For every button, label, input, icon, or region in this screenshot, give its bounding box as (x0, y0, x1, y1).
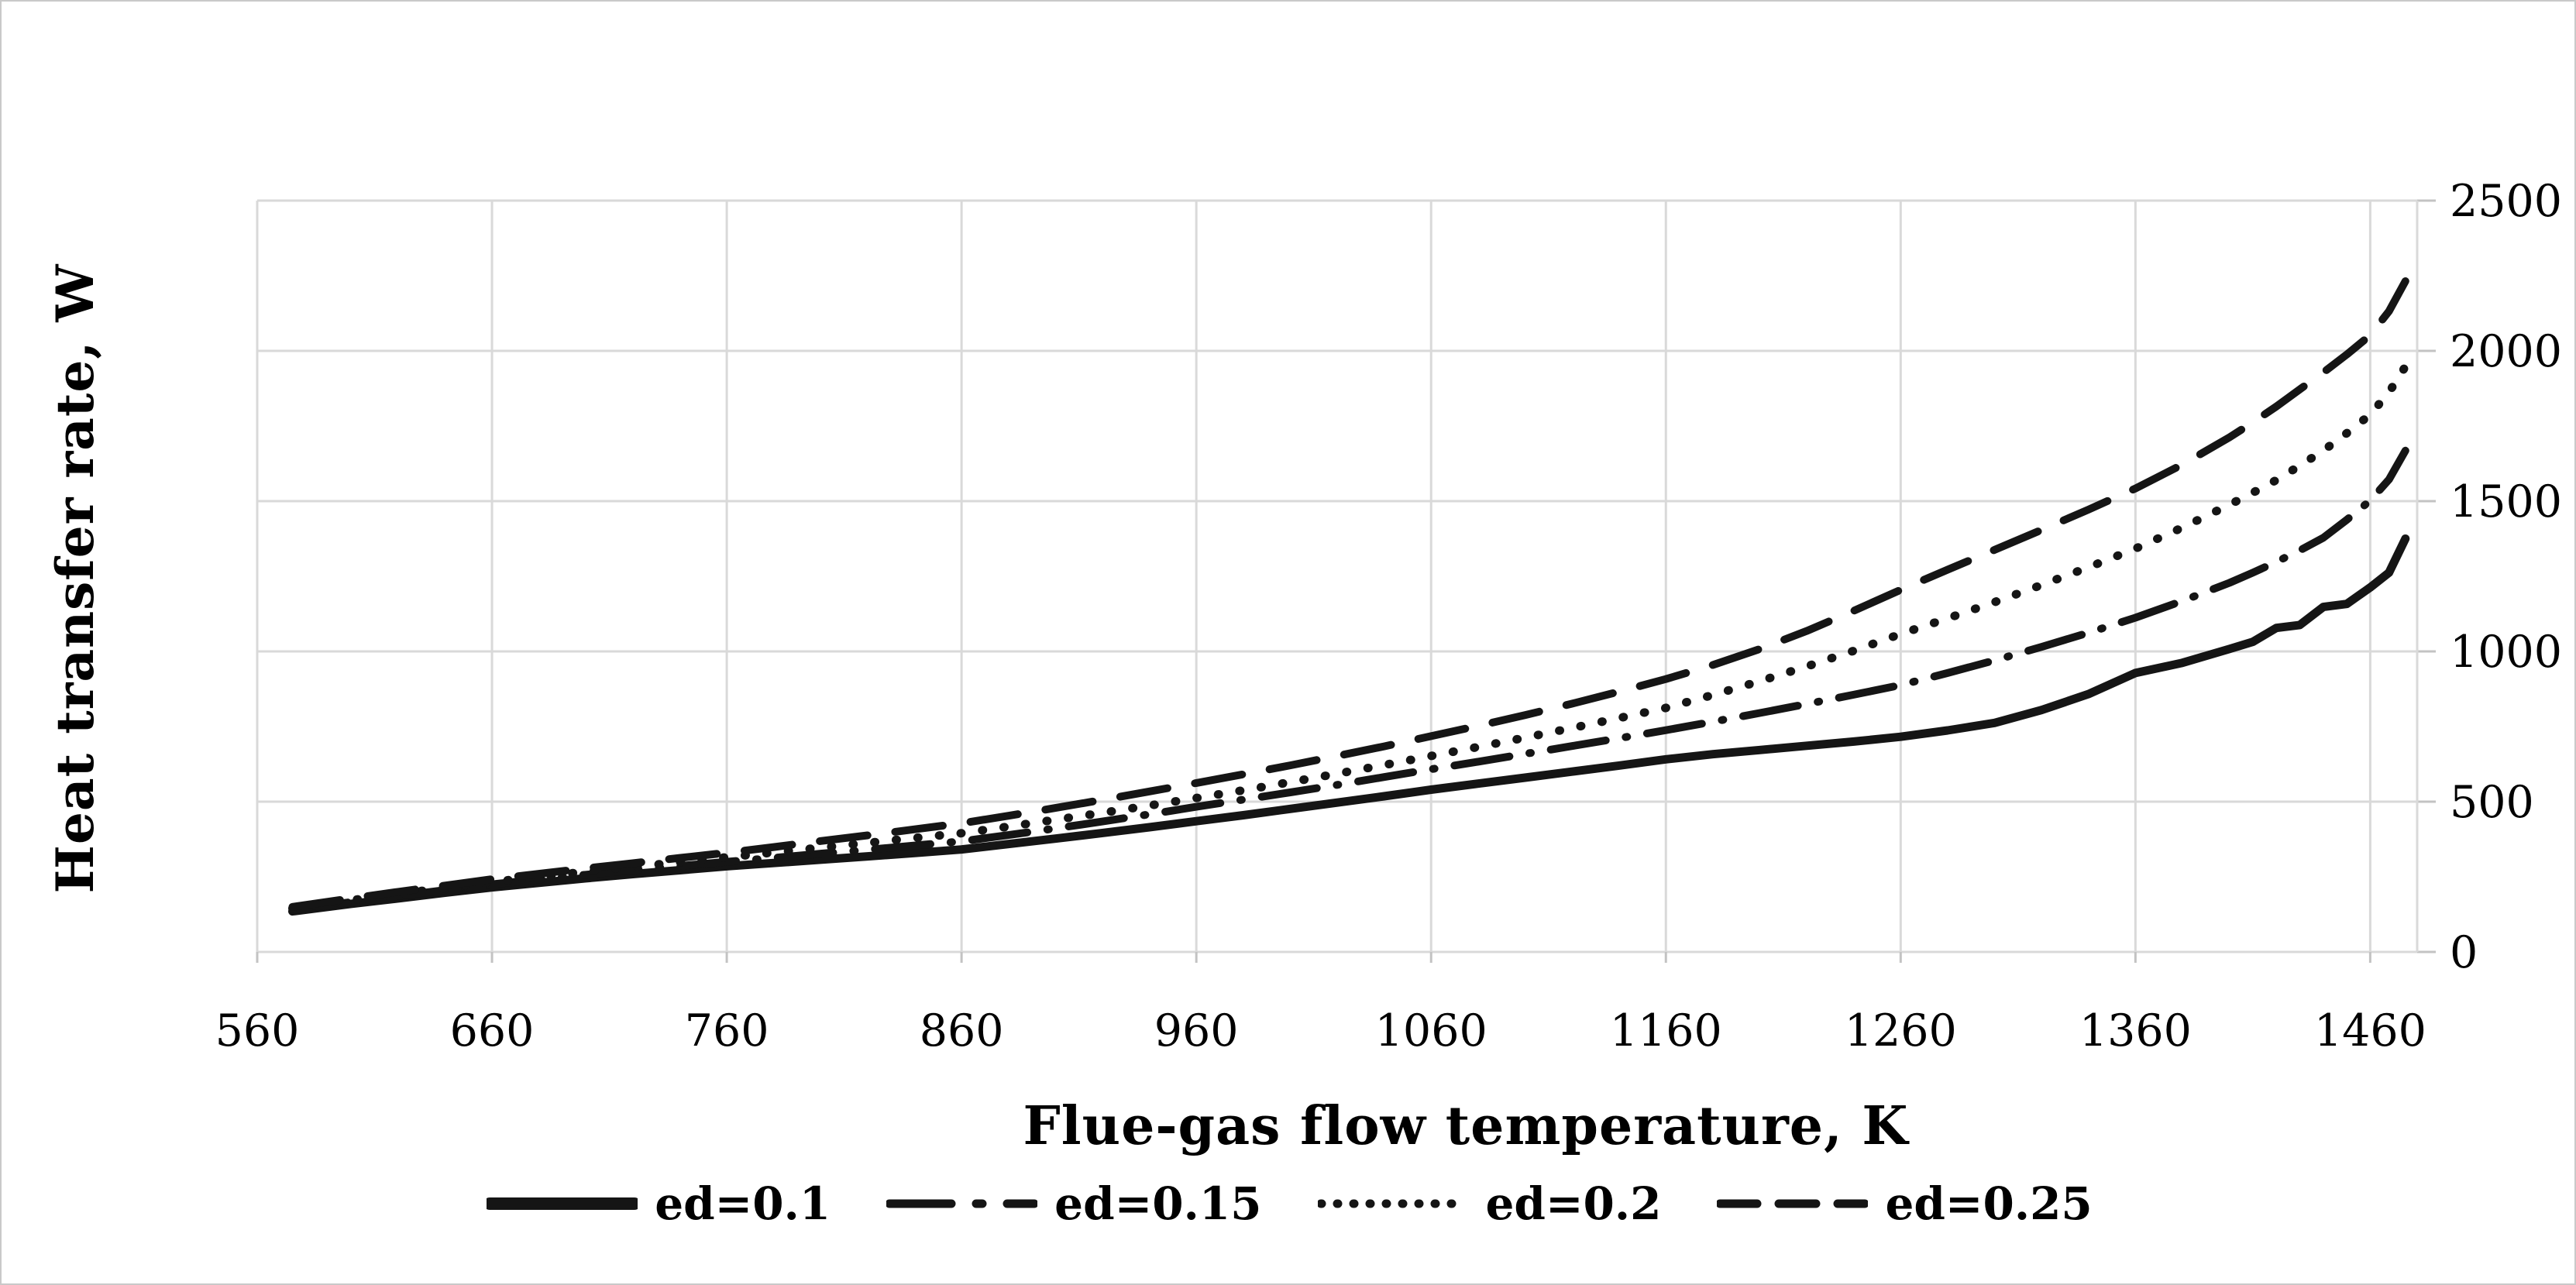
x-tick-label: 760 (685, 1005, 769, 1057)
legend-line-sample-dotted (1317, 1199, 1469, 1208)
x-tick-label: 1360 (2079, 1005, 2192, 1057)
x-tick-label: 660 (450, 1005, 535, 1057)
y-axis-title: Heat transfer rate, W (45, 263, 105, 894)
y-tick-label: 0 (2450, 927, 2478, 978)
series-line-dash-dot (288, 446, 2409, 914)
x-tick-label: 560 (215, 1005, 300, 1057)
y-tick-label: 500 (2450, 777, 2534, 828)
legend-item: ed=0.1 (487, 1177, 831, 1230)
x-tick-label: 1460 (2314, 1005, 2426, 1057)
legend-item: ed=0.25 (1717, 1177, 2093, 1230)
legend-label: ed=0.1 (655, 1177, 831, 1230)
x-axis-title: Flue-gas flow temperature, K (1023, 1095, 1909, 1157)
legend-line-sample-dashed (1717, 1199, 1869, 1208)
legend-line-sample-solid (487, 1197, 638, 1210)
x-tick-label: 1260 (1845, 1005, 1957, 1057)
chart-legend: ed=0.1 ed=0.15 ed=0.2 ed=0.25 (2, 1177, 2574, 1230)
y-tick-label: 1500 (2450, 476, 2562, 527)
y-tick-label: 1000 (2450, 627, 2562, 678)
x-tick-label: 960 (1154, 1005, 1239, 1057)
legend-label: ed=0.25 (1885, 1177, 2093, 1230)
x-tick-label: 860 (920, 1005, 1004, 1057)
y-tick-label: 2000 (2450, 326, 2562, 377)
legend-label: ed=0.2 (1485, 1177, 1662, 1230)
legend-item: ed=0.15 (886, 1177, 1262, 1230)
series-line-solid (288, 534, 2410, 916)
legend-label: ed=0.15 (1054, 1177, 1262, 1230)
x-tick-label: 1160 (1610, 1005, 1722, 1057)
y-tick-label: 2500 (2450, 176, 2562, 227)
legend-item: ed=0.2 (1317, 1177, 1662, 1230)
legend-line-sample-dash-dot (886, 1199, 1038, 1208)
series-line-dashed (288, 277, 2409, 911)
series-line-dotted (288, 362, 2410, 913)
x-tick-label: 1060 (1375, 1005, 1487, 1057)
